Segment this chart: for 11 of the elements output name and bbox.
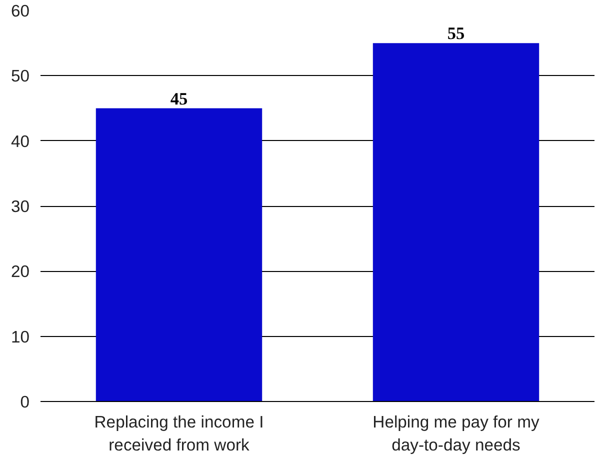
y-tick-label: 30 — [10, 197, 30, 216]
data-label: 55 — [447, 24, 465, 44]
x-tick-label: Replacing the income I received from work — [94, 412, 264, 454]
data-label: 45 — [170, 89, 188, 108]
y-tick-label: 60 — [10, 2, 30, 20]
y-tick-label: 50 — [10, 66, 30, 86]
y-tick-label: 10 — [10, 327, 30, 346]
y-tick-label: 0 — [20, 392, 30, 412]
y-tick-label: 40 — [10, 132, 30, 151]
y-tick-label: 20 — [10, 262, 30, 282]
x-tick-label: Helping me pay for my day-to-day needs — [372, 412, 540, 454]
